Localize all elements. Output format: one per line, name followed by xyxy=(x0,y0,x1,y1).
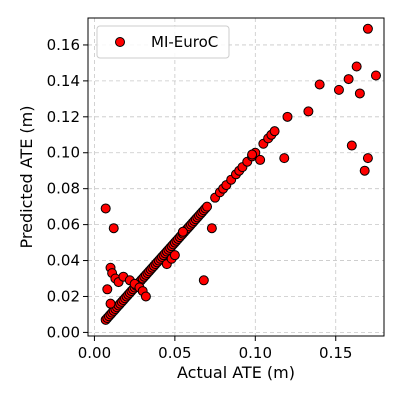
data-point xyxy=(333,84,344,95)
y-tick-label: 0.08 xyxy=(47,180,80,198)
x-tick-label: 0.15 xyxy=(319,344,352,362)
data-point xyxy=(354,88,365,99)
data-point xyxy=(303,106,314,117)
data-point xyxy=(362,153,373,164)
x-axis-ticks: 0.00 0.05 0.10 0.15 xyxy=(78,336,352,362)
legend: MI-EuroC xyxy=(96,25,230,59)
y-axis-label: Predicted ATE (m) xyxy=(17,106,36,249)
data-point xyxy=(314,79,325,90)
data-point xyxy=(247,149,258,160)
y-tick-label: 0.14 xyxy=(47,72,80,90)
data-point xyxy=(206,223,217,234)
x-tick-label: 0.00 xyxy=(78,344,111,362)
data-point xyxy=(169,250,180,261)
data-point xyxy=(346,140,357,151)
data-point xyxy=(105,298,116,309)
data-point xyxy=(102,284,113,295)
legend-marker xyxy=(115,37,125,47)
data-point xyxy=(282,111,293,122)
data-point xyxy=(255,154,266,165)
data-point xyxy=(202,201,213,212)
y-tick-label: 0.12 xyxy=(47,108,80,126)
data-point xyxy=(362,23,373,34)
data-point xyxy=(351,61,362,72)
data-point xyxy=(108,223,119,234)
legend-box xyxy=(96,25,230,59)
x-tick-label: 0.10 xyxy=(239,344,272,362)
data-point xyxy=(359,165,370,176)
plot-frame xyxy=(87,17,385,337)
data-point xyxy=(279,153,290,164)
x-tick-label: 0.05 xyxy=(158,344,191,362)
y-tick-label: 0.00 xyxy=(47,323,80,341)
data-point xyxy=(343,74,354,85)
data-point xyxy=(198,275,209,286)
y-tick-label: 0.10 xyxy=(47,144,80,162)
y-axis-ticks: 0.00 0.02 0.04 0.06 0.08 0.10 0.12 0.14 0.16 xyxy=(47,36,88,341)
y-tick-label: 0.06 xyxy=(47,216,80,234)
y-tick-label: 0.16 xyxy=(47,36,80,54)
data-point xyxy=(140,291,151,302)
legend-label: MI-EuroC xyxy=(151,33,218,51)
data-points xyxy=(100,23,381,325)
y-tick-label: 0.04 xyxy=(47,252,80,270)
data-point xyxy=(100,203,111,214)
data-point xyxy=(177,226,188,237)
data-point xyxy=(370,70,381,81)
grid xyxy=(88,18,384,336)
y-tick-label: 0.02 xyxy=(47,287,80,305)
x-axis-label: Actual ATE (m) xyxy=(177,363,295,382)
data-point xyxy=(269,126,280,137)
